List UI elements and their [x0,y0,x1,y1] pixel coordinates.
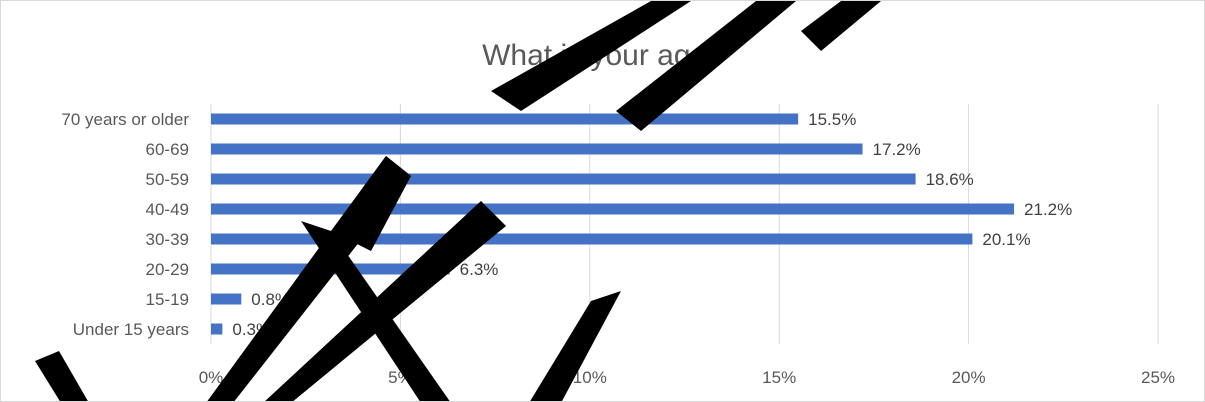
category-label: 70 years or older [61,110,189,129]
data-label: 15.5% [808,110,856,129]
category-label: 60-69 [146,140,189,159]
category-label: Under 15 years [73,320,189,339]
category-label: 20-29 [146,260,189,279]
bar [211,233,973,245]
x-tick-labels: 0% 5% 10% 15% 20% 25% [199,368,1175,387]
bar [211,293,242,305]
x-tick-label: 20% [952,368,986,387]
bar [211,173,916,185]
category-label: 30-39 [146,230,189,249]
category-label: 50-59 [146,170,189,189]
data-label: 6.3% [460,260,499,279]
x-tick-label: 10% [573,368,607,387]
x-tick-label: 25% [1141,368,1175,387]
bar [211,203,1015,215]
x-tick-label: 0% [199,368,224,387]
data-labels: 15.5%17.2%18.6%21.2%20.1%6.3%0.8%0.3% [232,110,1072,339]
bar [211,143,863,155]
category-label: 40-49 [146,200,189,219]
data-label: 18.6% [926,170,974,189]
bar [211,323,223,335]
data-label: 21.2% [1024,200,1072,219]
data-label: 17.2% [873,140,921,159]
bar [211,113,799,125]
draft-watermark [35,1,881,401]
data-label: 20.1% [982,230,1030,249]
x-tick-label: 15% [762,368,796,387]
category-labels: 70 years or older 60-69 50-59 40-49 30-39 20-… [61,110,189,339]
category-label: 15-19 [146,290,189,309]
